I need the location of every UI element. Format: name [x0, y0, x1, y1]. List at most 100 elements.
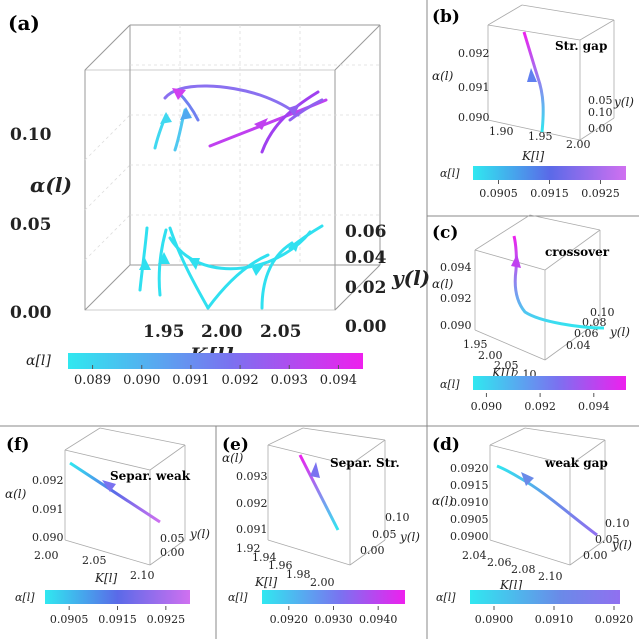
panel-d-box — [489, 427, 606, 566]
panel-e: (e) 0.093 0.092 0.091 α(l) 1.92 1.94 1.9… — [222, 427, 420, 626]
panel-b-alpha-tick: 0.090 — [458, 111, 490, 124]
panel-b-ylabel: α(l) — [432, 69, 454, 83]
panel-b-label: (b) — [432, 7, 460, 27]
panel-e-annotation: Separ. Str. — [330, 456, 400, 470]
trajectory-line — [288, 98, 324, 122]
panel-d-x-tick: 2.08 — [511, 563, 536, 576]
arrow-head — [102, 480, 116, 492]
colorbar-tick-label: 0.089 — [74, 373, 111, 388]
panel-b-x-tick: 1.95 — [528, 130, 553, 143]
panel-e-x-tick: 2.00 — [310, 576, 335, 589]
panel-d-label: (d) — [432, 435, 460, 455]
arrow-head — [310, 462, 320, 478]
panel-e-x-tick: 1.98 — [286, 568, 311, 581]
panel-b-zlabel: y(l) — [613, 95, 634, 109]
panel-b-y-tick: 0.05 — [588, 94, 613, 107]
panel-d-x-tick: 2.04 — [462, 549, 487, 562]
panel-e-alpha-tick: 0.092 — [236, 497, 268, 510]
panel-d-y-tick: 0.05 — [595, 533, 620, 546]
panel-a-ylabel: α(l) — [30, 173, 72, 197]
panel-b-box — [487, 4, 615, 141]
panel-a-colorbar-ticks: 0.089 0.090 0.091 0.092 0.093 0.094 — [74, 365, 357, 388]
panel-f-alpha-tick: 0.090 — [32, 531, 64, 544]
trajectory-line — [69, 461, 161, 524]
panel-a-lower-arrows — [139, 240, 300, 276]
panel-d-x-tick: 2.06 — [487, 556, 512, 569]
panel-b-alpha-tick: 0.092 — [458, 47, 490, 60]
arrow-head — [180, 107, 192, 120]
trajectory-line — [206, 253, 270, 310]
panel-a-label: (a) — [8, 11, 40, 35]
panel-f-y-tick: 0.05 — [160, 532, 185, 545]
panel-a-alpha-ticks: 0.00 0.05 0.10 — [10, 125, 52, 323]
colorbar-tick-label: 0.0915 — [98, 613, 137, 626]
panel-e-x-tick: 1.96 — [268, 559, 293, 572]
panel-e-y-tick: 0.10 — [385, 511, 410, 524]
panel-a-upper-arrows — [160, 88, 300, 130]
colorbar-tick-label: 0.093 — [271, 373, 308, 388]
arrow-head — [158, 252, 170, 264]
panel-c-colorbar-title: α[l] — [440, 378, 460, 391]
panel-f-colorbar-title: α[l] — [15, 591, 35, 604]
panel-e-x-tick: 1.92 — [236, 542, 261, 555]
panel-c-y-tick: 0.06 — [574, 327, 599, 340]
panel-f-x-tick: 2.10 — [130, 569, 155, 582]
colorbar-tick-label: 0.0920 — [595, 613, 634, 626]
panel-c-label: (c) — [432, 223, 458, 243]
panel-e-box — [267, 427, 386, 566]
panel-a-y-ticks: 0.00 0.02 0.04 0.06 — [345, 222, 387, 337]
panel-d-ylabel: α(l) — [432, 494, 454, 508]
arrow-head — [288, 104, 300, 116]
arrow-head — [160, 112, 172, 124]
panel-c-x-tick: 2.00 — [478, 349, 503, 362]
panel-f-y-tick: 0.00 — [160, 546, 185, 559]
panel-e-alpha-tick: 0.093 — [236, 470, 268, 483]
trajectory-line — [298, 454, 340, 531]
panel-f-annotation: Separ. weak — [110, 469, 191, 483]
arrow-head — [521, 472, 534, 486]
panel-a-box — [84, 24, 381, 311]
panel-a-x-tick: 1.95 — [143, 322, 184, 342]
panel-f-colorbar-ticks: 0.0905 0.0915 0.0925 — [50, 606, 185, 626]
panel-e-label: (e) — [222, 435, 249, 455]
trajectory-line — [512, 235, 605, 330]
panel-c-y-tick: 0.04 — [566, 339, 591, 352]
panel-d-annotation: weak gap — [544, 456, 608, 470]
panel-f-label: (f) — [6, 435, 29, 455]
arrow-head — [139, 258, 151, 270]
panel-a-gridlines — [84, 25, 380, 265]
trajectory-line — [138, 226, 149, 292]
panel-b-xlabel: K[l] — [521, 149, 544, 163]
panel-c-ylabel: α(l) — [432, 277, 454, 291]
panel-b-y-tick: 0.10 — [588, 106, 613, 119]
colorbar-tick-label: 0.0905 — [50, 613, 89, 626]
panel-f: (f) 0.092 0.091 0.090 α(l) 2.00 2.05 2.1… — [5, 427, 210, 626]
panel-b: (b) 0.092 0.091 0.090 α(l) 1.90 1.95 2.0… — [432, 4, 634, 200]
panel-a-x-ticks: 1.95 2.00 2.05 — [143, 322, 301, 342]
panel-a-alpha-tick: 0.00 — [10, 303, 52, 323]
panel-c-y-tick: 0.08 — [582, 316, 607, 329]
arrow-head — [252, 262, 266, 276]
colorbar-tick-label: 0.0930 — [314, 613, 353, 626]
colorbar-tick-label: 0.0920 — [270, 613, 309, 626]
panel-a: (a) 0.00 0.05 — [8, 11, 430, 388]
panel-a-zlabel: y(l) — [391, 266, 430, 290]
panel-f-zlabel: y(l) — [189, 527, 210, 541]
panel-c-y-tick: 0.10 — [590, 306, 615, 319]
panel-e-xlabel: K[l] — [254, 575, 277, 589]
panel-d-y-tick: 0.10 — [605, 517, 630, 530]
panel-f-xlabel: K[l] — [94, 571, 117, 585]
colorbar-tick-label: 0.0915 — [530, 187, 569, 200]
colorbar-tick-label: 0.090 — [123, 373, 160, 388]
panel-d-x-tick: 2.10 — [538, 570, 563, 583]
panel-c-colorbar-ticks: 0.090 0.092 0.094 — [471, 393, 610, 413]
arrow-head — [254, 118, 268, 130]
panel-a-alpha-tick: 0.10 — [10, 125, 52, 145]
panel-a-colorbar-title: α[l] — [26, 353, 51, 369]
panel-a-y-tick: 0.02 — [345, 278, 386, 298]
panel-f-colorbar — [45, 590, 190, 604]
colorbar-tick-label: 0.092 — [221, 373, 258, 388]
panel-e-ylabel: α(l) — [222, 451, 244, 465]
panel-b-colorbar-title: α[l] — [440, 167, 460, 180]
